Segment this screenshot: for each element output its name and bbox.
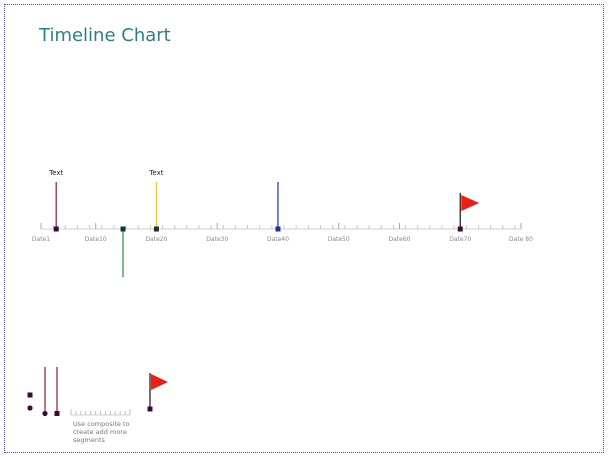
timeline-event[interactable]	[275, 182, 281, 232]
timeline-tick-label: Date1	[32, 236, 50, 243]
legend-flag-marker[interactable]	[147, 406, 153, 412]
timeline-tick-label: Date60	[388, 236, 410, 243]
diagram-page: Timeline Chart Date1 Date10 Date20 Date30 Da…	[4, 4, 604, 453]
legend-circle-marker[interactable]	[27, 405, 33, 411]
timeline-tick-label: Date70	[449, 236, 471, 243]
legend-event-round-marker[interactable]	[42, 410, 48, 417]
legend-event-square-marker[interactable]	[54, 411, 60, 416]
event-marker	[153, 226, 159, 232]
event-marker	[53, 226, 59, 232]
legend-mini-timeline[interactable]	[70, 409, 131, 416]
shape-legend: Use composite to create add more segment…	[27, 367, 168, 444]
event-label: Text	[148, 169, 163, 177]
timeline-events: Text Text	[48, 169, 480, 278]
event-marker	[120, 226, 126, 232]
timeline-tick-label: Date 80	[509, 236, 533, 243]
legend-note-line-3: segments	[73, 436, 106, 444]
timeline-tick-label: Date30	[206, 236, 228, 243]
event-marker	[457, 226, 463, 232]
legend-note-line-2: create add more	[73, 428, 127, 436]
timeline-event[interactable]: Text	[148, 169, 164, 232]
legend-square-marker[interactable]	[27, 392, 33, 398]
timeline-canvas: Date1 Date10 Date20 Date30 Date40 Date50 Date6…	[27, 169, 533, 444]
flag-icon	[461, 195, 480, 211]
timeline-tick-label: Date40	[267, 236, 289, 243]
page-title: Timeline Chart	[39, 25, 171, 46]
legend-note-line-1: Use composite to	[73, 420, 130, 428]
timeline-tick-label: Date50	[328, 236, 350, 243]
timeline-event[interactable]: Text	[48, 169, 64, 232]
timeline-event[interactable]	[457, 193, 480, 232]
timeline-tick-label: Date10	[85, 236, 107, 243]
event-label: Text	[48, 169, 63, 177]
timeline-event[interactable]	[120, 226, 126, 278]
timeline-axis: Date1 Date10 Date20 Date30 Date40 Date50 Date6…	[32, 223, 533, 243]
legend-flag-icon[interactable]	[151, 374, 168, 390]
event-marker	[275, 226, 281, 232]
timeline-tick-label: Date20	[145, 236, 167, 243]
